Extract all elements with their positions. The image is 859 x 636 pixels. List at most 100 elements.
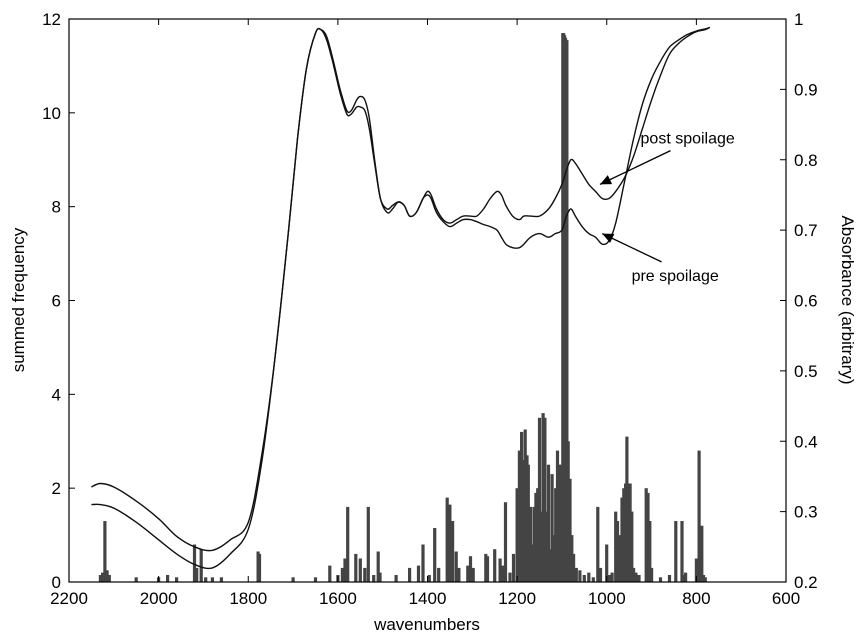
bar <box>546 464 551 582</box>
bar <box>498 558 502 582</box>
bar <box>628 483 632 582</box>
y-tick-left-label: 6 <box>52 292 61 311</box>
bar <box>195 567 199 582</box>
y-tick-left-label: 2 <box>52 479 61 498</box>
x-tick-label: 800 <box>682 589 710 608</box>
bar <box>615 521 620 582</box>
bar <box>346 506 350 582</box>
bar <box>101 572 105 582</box>
bar <box>574 567 578 582</box>
bar <box>565 40 569 583</box>
bar <box>697 450 701 582</box>
y-tick-left-label: 10 <box>42 104 61 123</box>
bar <box>529 506 533 582</box>
annotation-arrow <box>599 150 671 185</box>
bar <box>433 528 437 582</box>
bar <box>644 488 648 582</box>
bar <box>618 535 622 582</box>
bar <box>634 572 638 582</box>
y-tick-left-label: 4 <box>52 385 61 404</box>
x-tick-label: 2000 <box>140 589 178 608</box>
bar <box>607 575 611 582</box>
bar <box>587 572 591 582</box>
y-tick-right-label: 0.8 <box>794 151 818 170</box>
y-tick-left-label: 8 <box>52 198 61 217</box>
bar <box>694 558 698 582</box>
y-tick-right-label: 0.5 <box>794 362 818 381</box>
y-tick-right-label: 1 <box>794 10 803 29</box>
y-tick-right-label: 0.3 <box>794 503 818 522</box>
bar <box>343 558 347 582</box>
bar <box>537 417 542 582</box>
bar <box>501 565 505 582</box>
bar <box>626 488 630 582</box>
bar <box>98 575 102 582</box>
y-tick-right-label: 0.2 <box>794 573 818 592</box>
bar <box>291 577 295 582</box>
bar <box>192 544 197 582</box>
annotation-label: post spoilage <box>641 131 735 148</box>
x-tick-label: 1800 <box>229 589 267 608</box>
bar <box>552 535 556 582</box>
bar <box>680 521 684 582</box>
bar <box>210 577 214 582</box>
bar <box>517 450 521 582</box>
bar <box>566 441 570 583</box>
x-tick-label: 600 <box>772 589 800 608</box>
bar <box>543 417 547 582</box>
bar <box>650 567 654 582</box>
bar <box>511 553 516 582</box>
line-pre-spoilage <box>91 26 711 570</box>
x-tick-label: 1400 <box>409 589 447 608</box>
line-series <box>91 26 711 570</box>
bar <box>471 567 475 582</box>
bar <box>539 511 543 582</box>
bar <box>545 511 549 582</box>
bar <box>630 511 634 582</box>
bar <box>105 570 109 582</box>
bar <box>596 506 600 582</box>
bar <box>358 558 362 582</box>
bar <box>605 544 609 582</box>
y-axis-left: 0 2 4 6 8 10 12 <box>42 10 75 592</box>
y-tick-left-label: 12 <box>42 10 61 29</box>
bar <box>448 504 452 582</box>
bar <box>372 575 376 582</box>
bar <box>493 549 497 582</box>
bar <box>610 572 614 582</box>
bar <box>614 511 618 582</box>
annotation-arrowhead <box>602 233 615 243</box>
y-tick-right-label: 0.4 <box>794 432 818 451</box>
annotation-label: pre spoilage <box>632 268 719 285</box>
bar <box>557 464 561 582</box>
bar <box>134 577 138 582</box>
y-axis-right-title: Absorbance (arbitrary) <box>838 215 857 384</box>
bar <box>485 556 490 582</box>
annotation-arrowhead <box>600 175 613 185</box>
x-tick-label: 2200 <box>50 589 88 608</box>
bar <box>534 492 538 582</box>
x-axis-title: wavenumbers <box>373 615 480 634</box>
x-axis: 2200 2000 1800 1600 1400 1200 1000 800 600 <box>50 19 800 608</box>
bar <box>526 464 530 582</box>
bar <box>445 497 449 582</box>
bar <box>454 551 458 582</box>
y-tick-right-label: 0.9 <box>794 80 818 99</box>
x-tick-label: 1200 <box>498 589 536 608</box>
bar <box>682 575 686 582</box>
bar <box>354 553 358 582</box>
y-tick-left-label: 0 <box>52 573 61 592</box>
bar <box>658 577 663 582</box>
bar <box>530 544 534 582</box>
bar <box>555 450 560 582</box>
bar <box>582 575 586 582</box>
bar <box>451 521 455 582</box>
bar <box>199 549 203 582</box>
bar <box>700 525 704 582</box>
bar <box>701 575 706 582</box>
bar <box>468 556 473 582</box>
bar <box>466 565 470 582</box>
bar <box>204 577 208 582</box>
bar <box>313 577 318 582</box>
bar-series <box>98 33 707 583</box>
